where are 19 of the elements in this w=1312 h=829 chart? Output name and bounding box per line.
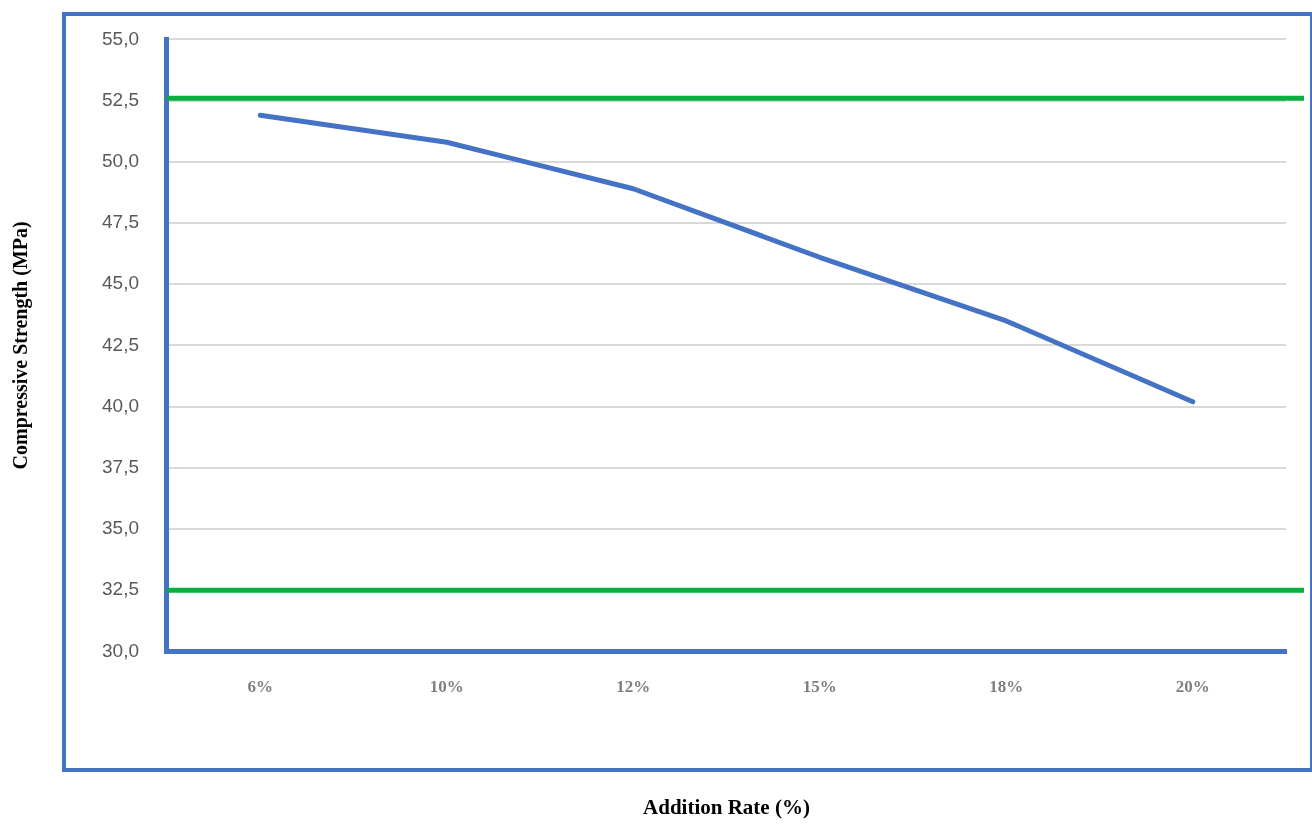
x-axis-title: Addition Rate (%) [643,794,810,819]
y-tick-label: 30,0 [102,639,139,661]
y-tick-label: 35,0 [102,517,139,539]
y-tick-label: 50,0 [102,150,139,172]
y-tick-label: 32,5 [102,578,139,600]
x-tick-label: 6% [247,676,273,696]
y-tick-label: 55,0 [102,27,139,49]
x-tick-label: 20% [1175,676,1210,696]
y-tick-label: 42,5 [102,333,139,355]
y-tick-label: 52,5 [102,88,139,110]
y-tick-label: 47,5 [102,211,139,233]
x-tick-label: 10% [429,676,464,696]
y-tick-label: 45,0 [102,272,139,294]
x-tick-label: 18% [989,676,1024,696]
x-tick-label: 12% [616,676,651,696]
y-tick-label: 40,0 [102,394,139,416]
y-tick-label: 37,5 [102,456,139,478]
y-axis-title: Compressive Strength (MPa) [9,221,33,470]
x-tick-label: 15% [802,676,837,696]
